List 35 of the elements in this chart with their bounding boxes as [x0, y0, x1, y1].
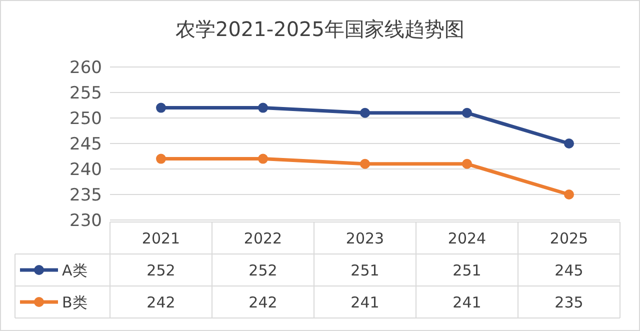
- legend-label: A类: [62, 261, 88, 280]
- point: [258, 102, 268, 113]
- point: [156, 154, 166, 164]
- point: [462, 158, 472, 169]
- x-tick-label: 2025: [550, 229, 588, 248]
- data-label: 252: [146, 261, 176, 280]
- data-label: 245: [554, 261, 584, 280]
- x-tick-label: 2023: [346, 229, 384, 248]
- y-tick-label: 235: [70, 185, 102, 206]
- data-label: 241: [350, 293, 380, 312]
- chart-title: 农学2021-2025年国家线趋势图: [175, 17, 465, 41]
- data-label: 242: [248, 293, 278, 312]
- point: [564, 138, 574, 148]
- x-tick-label: 2021: [142, 229, 180, 248]
- y-tick-label: 230: [70, 210, 102, 231]
- data-label: 252: [248, 261, 278, 280]
- point: [360, 108, 370, 118]
- y-tick-label: 240: [70, 160, 102, 180]
- y-tick-label: 260: [70, 58, 102, 78]
- y-tick-label: 250: [70, 108, 102, 129]
- y-tick-label: 245: [70, 134, 102, 154]
- point: [156, 102, 166, 113]
- point: [258, 154, 268, 164]
- y-tick-label: 255: [70, 83, 102, 104]
- data-label: 242: [146, 293, 176, 312]
- data-label: 251: [350, 261, 380, 280]
- data-label: 241: [452, 293, 482, 312]
- legend-label: B类: [62, 293, 88, 312]
- point: [360, 158, 370, 169]
- x-tick-label: 2022: [244, 229, 282, 248]
- point: [462, 108, 472, 118]
- data-label: 251: [452, 261, 482, 280]
- data-label: 235: [554, 293, 584, 312]
- point: [564, 190, 574, 200]
- x-tick-label: 2024: [448, 229, 486, 248]
